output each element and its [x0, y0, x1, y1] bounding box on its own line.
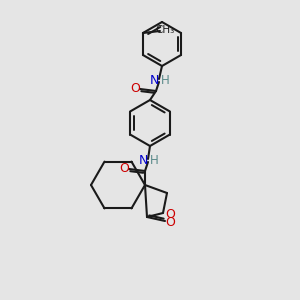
- Text: O: O: [165, 208, 175, 221]
- Text: O: O: [119, 161, 129, 175]
- Text: O: O: [130, 82, 140, 94]
- Text: N: N: [149, 74, 159, 86]
- Text: H: H: [150, 154, 158, 166]
- Text: H: H: [160, 74, 169, 86]
- Text: N: N: [138, 154, 148, 166]
- Text: CH₃: CH₃: [155, 25, 175, 35]
- Text: O: O: [165, 215, 175, 229]
